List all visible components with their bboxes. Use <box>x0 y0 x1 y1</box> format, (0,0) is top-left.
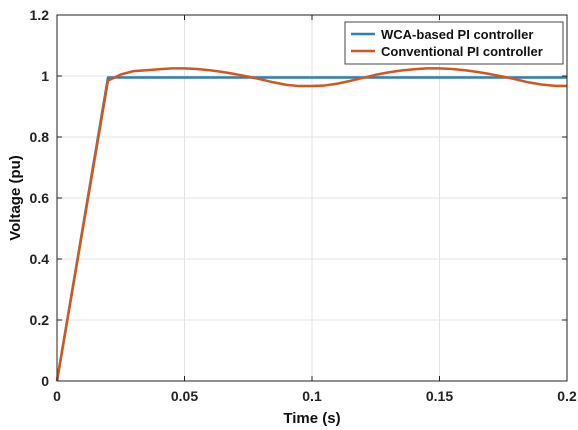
legend-box <box>344 21 564 65</box>
x-tick-label: 0.1 <box>302 388 322 404</box>
series-layer <box>55 67 568 382</box>
y-tick-label: 0.2 <box>30 312 50 328</box>
legend: WCA-based PI controller Conventional PI … <box>344 21 564 65</box>
y-tick-label: 1.2 <box>30 7 50 23</box>
x-tick-label: 0.15 <box>426 388 453 404</box>
y-tick-label: 0 <box>41 373 49 389</box>
x-tick-label: 0.05 <box>171 388 198 404</box>
ticks <box>56 14 568 382</box>
x-tick-label: 0.2 <box>557 388 577 404</box>
legend-label-conventional: Conventional PI controller <box>381 44 543 59</box>
x-tick-labels: 0 0.05 0.1 0.15 0.2 <box>53 388 577 404</box>
y-tick-labels: 0 0.2 0.4 0.6 0.8 1 1.2 <box>30 7 50 389</box>
y-tick-label: 1 <box>41 68 49 84</box>
y-tick-label: 0.6 <box>30 190 50 206</box>
legend-label-wca: WCA-based PI controller <box>381 27 533 42</box>
grid <box>56 14 568 382</box>
y-tick-label: 0.4 <box>30 251 50 267</box>
x-tick-label: 0 <box>53 388 61 404</box>
series-line-conventional <box>55 67 568 382</box>
x-axis-title: Time (s) <box>283 410 340 427</box>
y-axis-title: Voltage (pu) <box>7 155 24 241</box>
y-tick-label: 0.8 <box>30 129 50 145</box>
